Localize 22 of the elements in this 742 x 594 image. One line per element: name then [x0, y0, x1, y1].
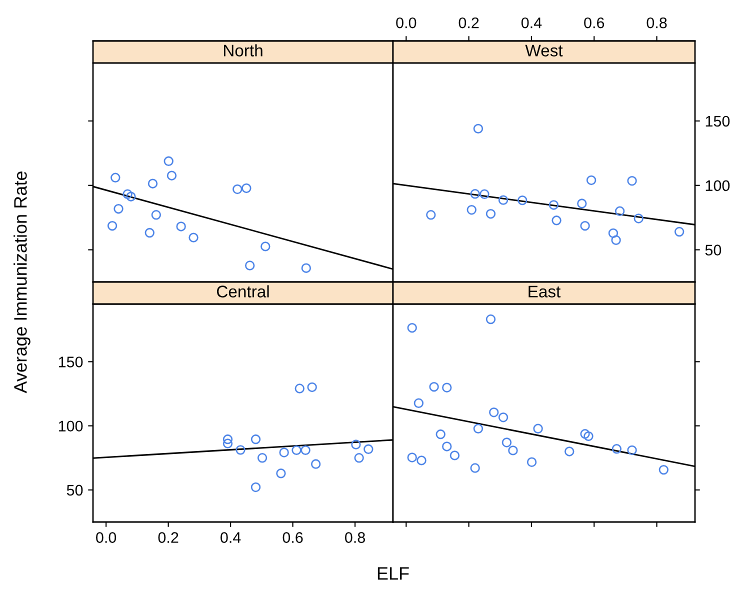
y-tick-label: 150 [58, 356, 83, 368]
y-tick-label: 100 [706, 180, 730, 192]
x-tick-label: 0.0 [396, 17, 416, 28]
chart-title: West [525, 44, 563, 56]
y-tick-label: 100 [58, 420, 83, 432]
chart-title: East [528, 286, 561, 298]
y-tick-label: 50 [66, 484, 83, 496]
x-tick-label: 0.8 [646, 17, 667, 28]
y-tick-label: 150 [706, 116, 730, 127]
y-tick-label: 50 [705, 244, 722, 256]
chart-title: North [224, 44, 262, 56]
chart-title: Central [216, 285, 269, 298]
x-tick-label: 0.6 [584, 17, 604, 28]
x-tick-label: 0.4 [521, 17, 542, 28]
x-tick-label: 0.2 [458, 17, 479, 28]
y-axis-title: Average Immunization Rate [14, 172, 30, 394]
x-tick-label: 0.2 [158, 532, 178, 543]
x-axis-title: ELF [378, 567, 409, 580]
x-tick-label: 0.6 [282, 532, 303, 543]
x-tick-label: 0.4 [220, 532, 241, 543]
x-tick-label: 0.8 [345, 532, 365, 543]
x-tick-label: 0.0 [96, 532, 116, 543]
